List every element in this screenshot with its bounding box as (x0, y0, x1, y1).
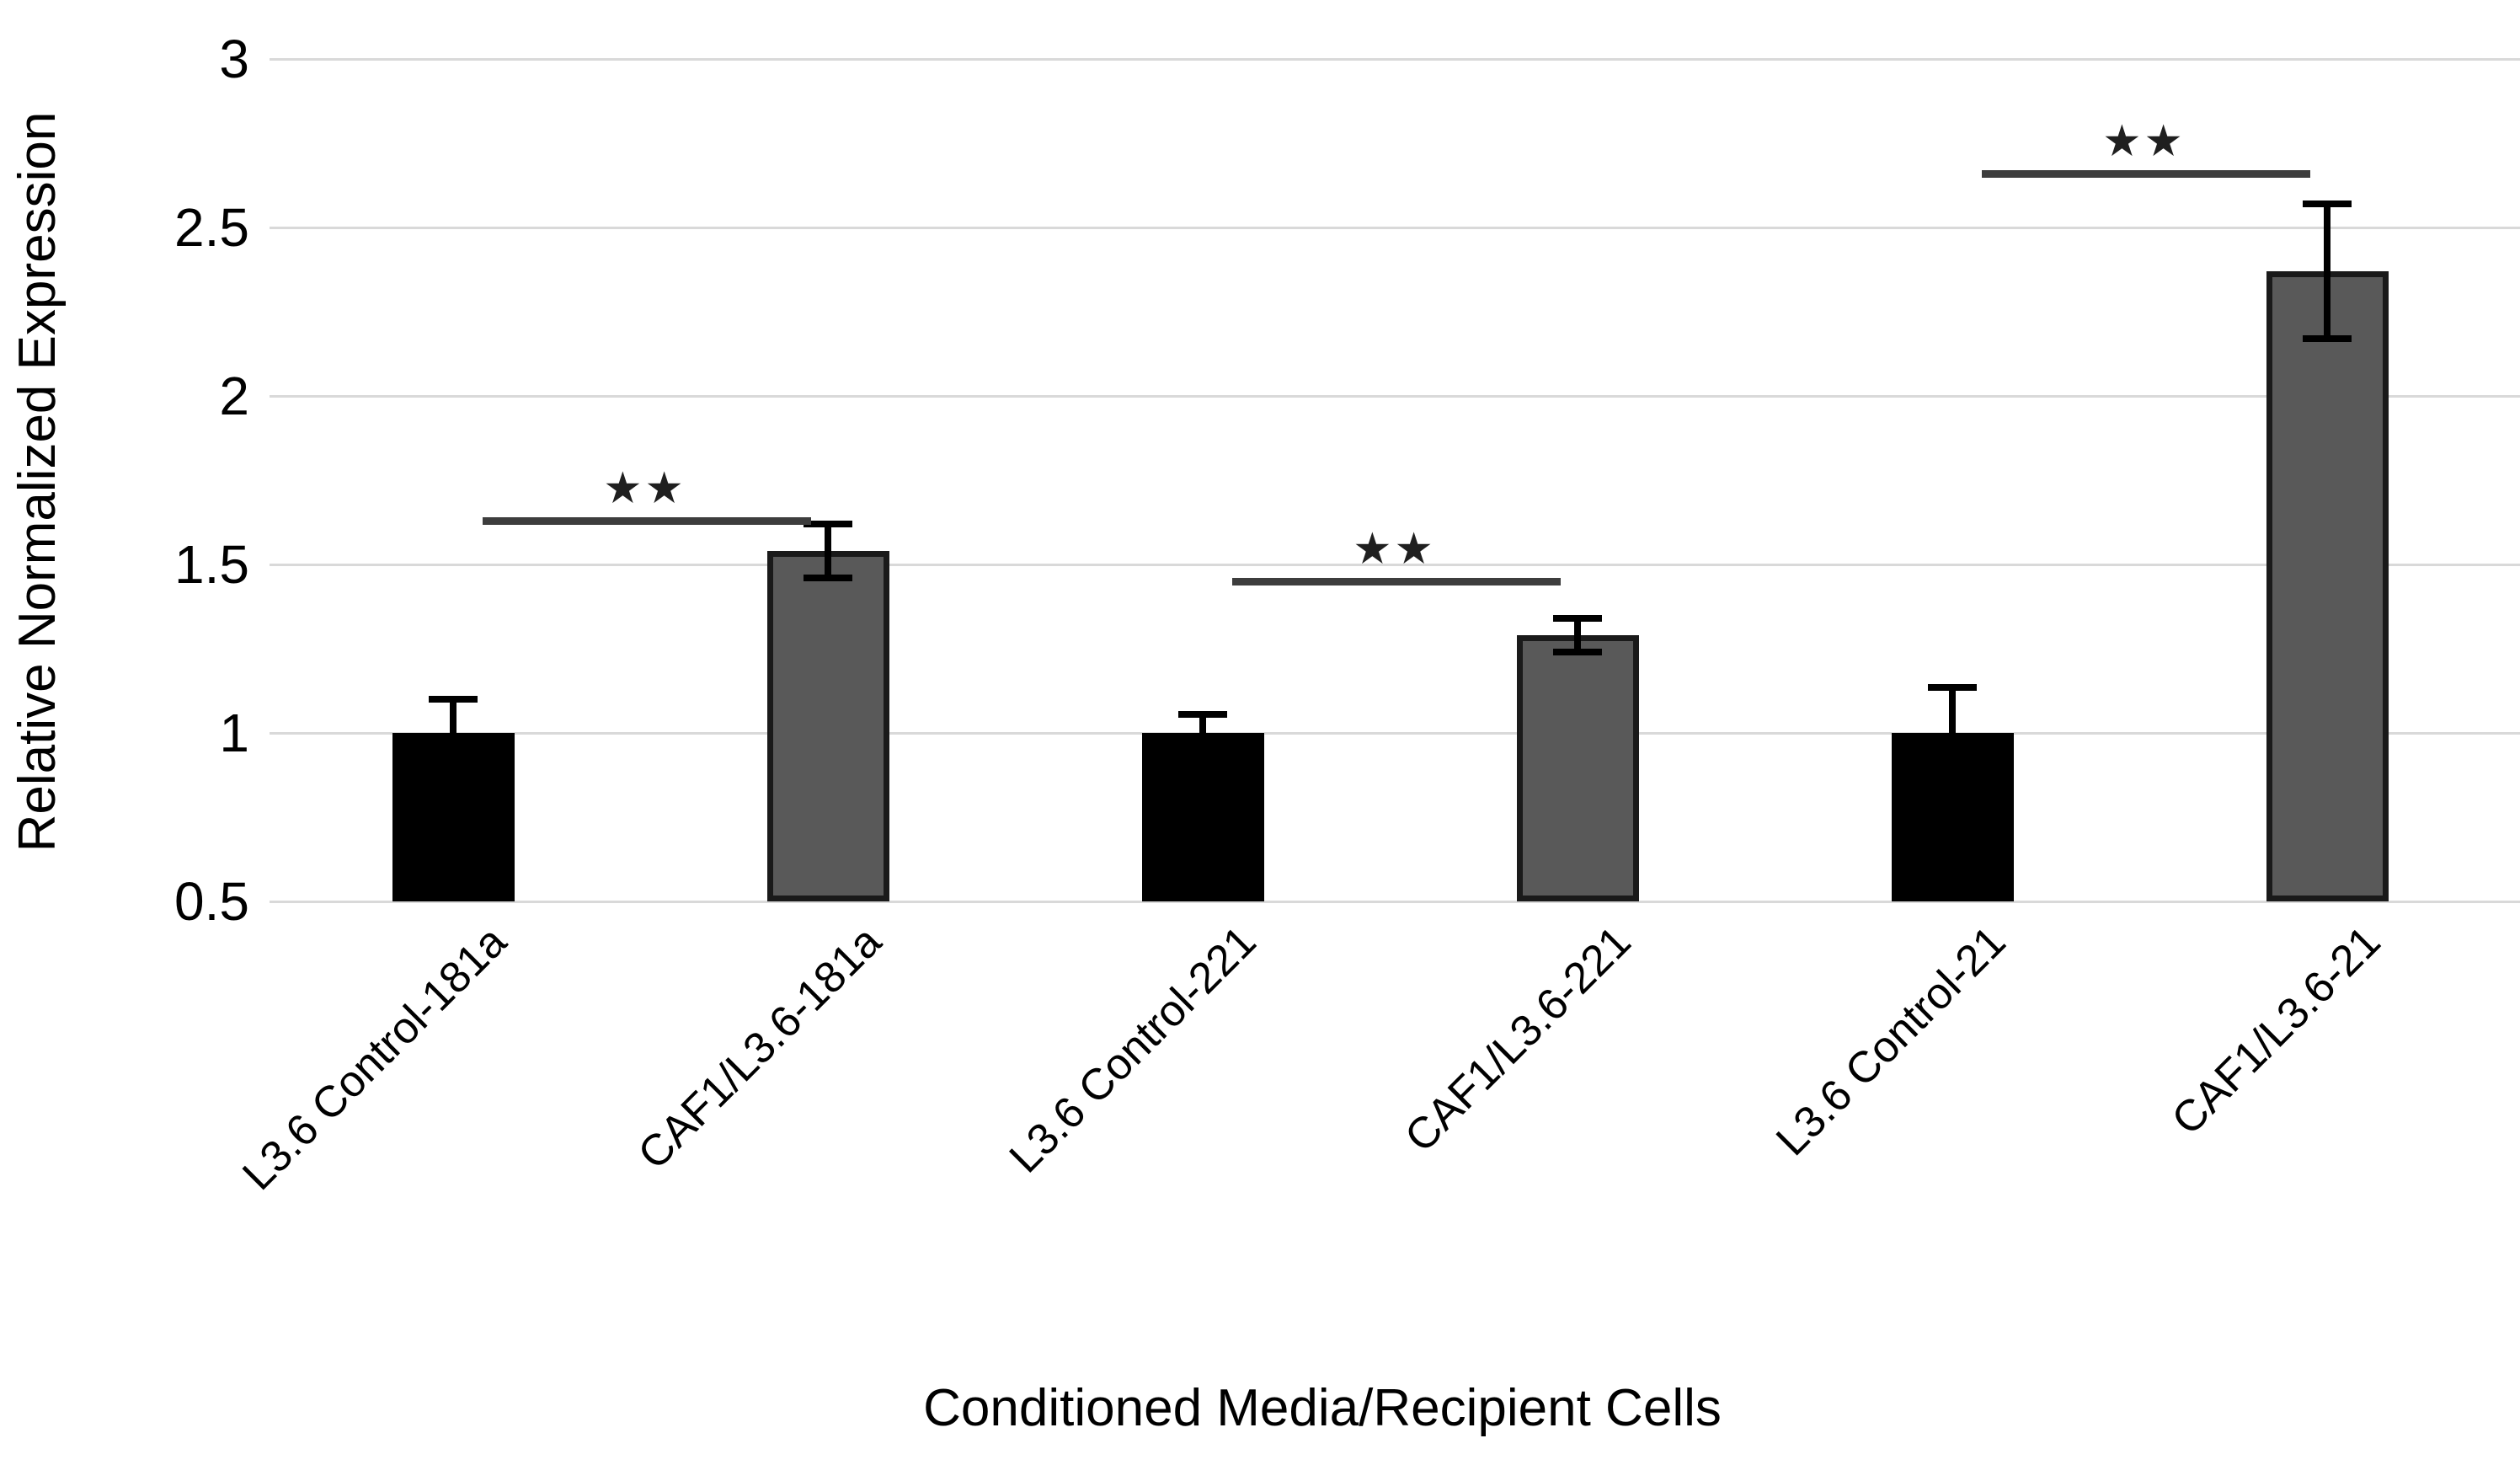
bar (1141, 733, 1264, 901)
error-bar-cap-top (1178, 711, 1227, 718)
y-tick-label: 2 (219, 366, 249, 426)
y-tick-label: 1.5 (174, 534, 249, 595)
error-bar-cap-bottom (1178, 748, 1227, 755)
error-bar-cap-bottom (1928, 775, 1977, 782)
error-bar-cap-bottom (429, 763, 478, 770)
error-bar-cap-top (1553, 615, 1602, 622)
bar (766, 551, 889, 901)
bar (2266, 271, 2389, 901)
error-bar-cap-top (429, 696, 478, 703)
error-bar-line (1949, 691, 1956, 775)
error-bar-line (450, 703, 456, 763)
gridline (270, 732, 2520, 735)
significance-label: ★★ (2104, 119, 2188, 163)
gridline (270, 395, 2520, 398)
y-tick-label: 3 (219, 29, 249, 89)
error-bar-cap-bottom (2303, 335, 2352, 342)
y-axis-title: Relative Normalized Expression (8, 111, 67, 853)
error-bar-line (1574, 622, 1581, 649)
significance-line (483, 517, 811, 525)
error-bar-cap-top (1928, 684, 1977, 691)
error-bar-cap-top (2303, 201, 2352, 207)
error-bar-cap-top (804, 521, 852, 527)
gridline (270, 901, 2520, 903)
significance-line (1982, 170, 2310, 178)
error-bar-line (2324, 207, 2330, 335)
gridline (270, 227, 2520, 229)
significance-label: ★★ (1354, 527, 1439, 570)
gridline (270, 564, 2520, 566)
y-tick-label: 1 (219, 703, 249, 763)
error-bar-line (1199, 718, 1206, 748)
bar (1516, 635, 1639, 901)
significance-label: ★★ (605, 466, 689, 510)
error-bar-cap-bottom (804, 575, 852, 581)
y-tick-label: 0.5 (174, 871, 249, 932)
x-axis-title: Conditioned Media/Recipient Cells (923, 1379, 1722, 1437)
significance-line (1232, 578, 1561, 585)
y-tick-label: 2.5 (174, 197, 249, 258)
error-bar-cap-bottom (1553, 649, 1602, 655)
error-bar-line (825, 527, 831, 575)
gridline (270, 58, 2520, 61)
bar (392, 733, 515, 901)
